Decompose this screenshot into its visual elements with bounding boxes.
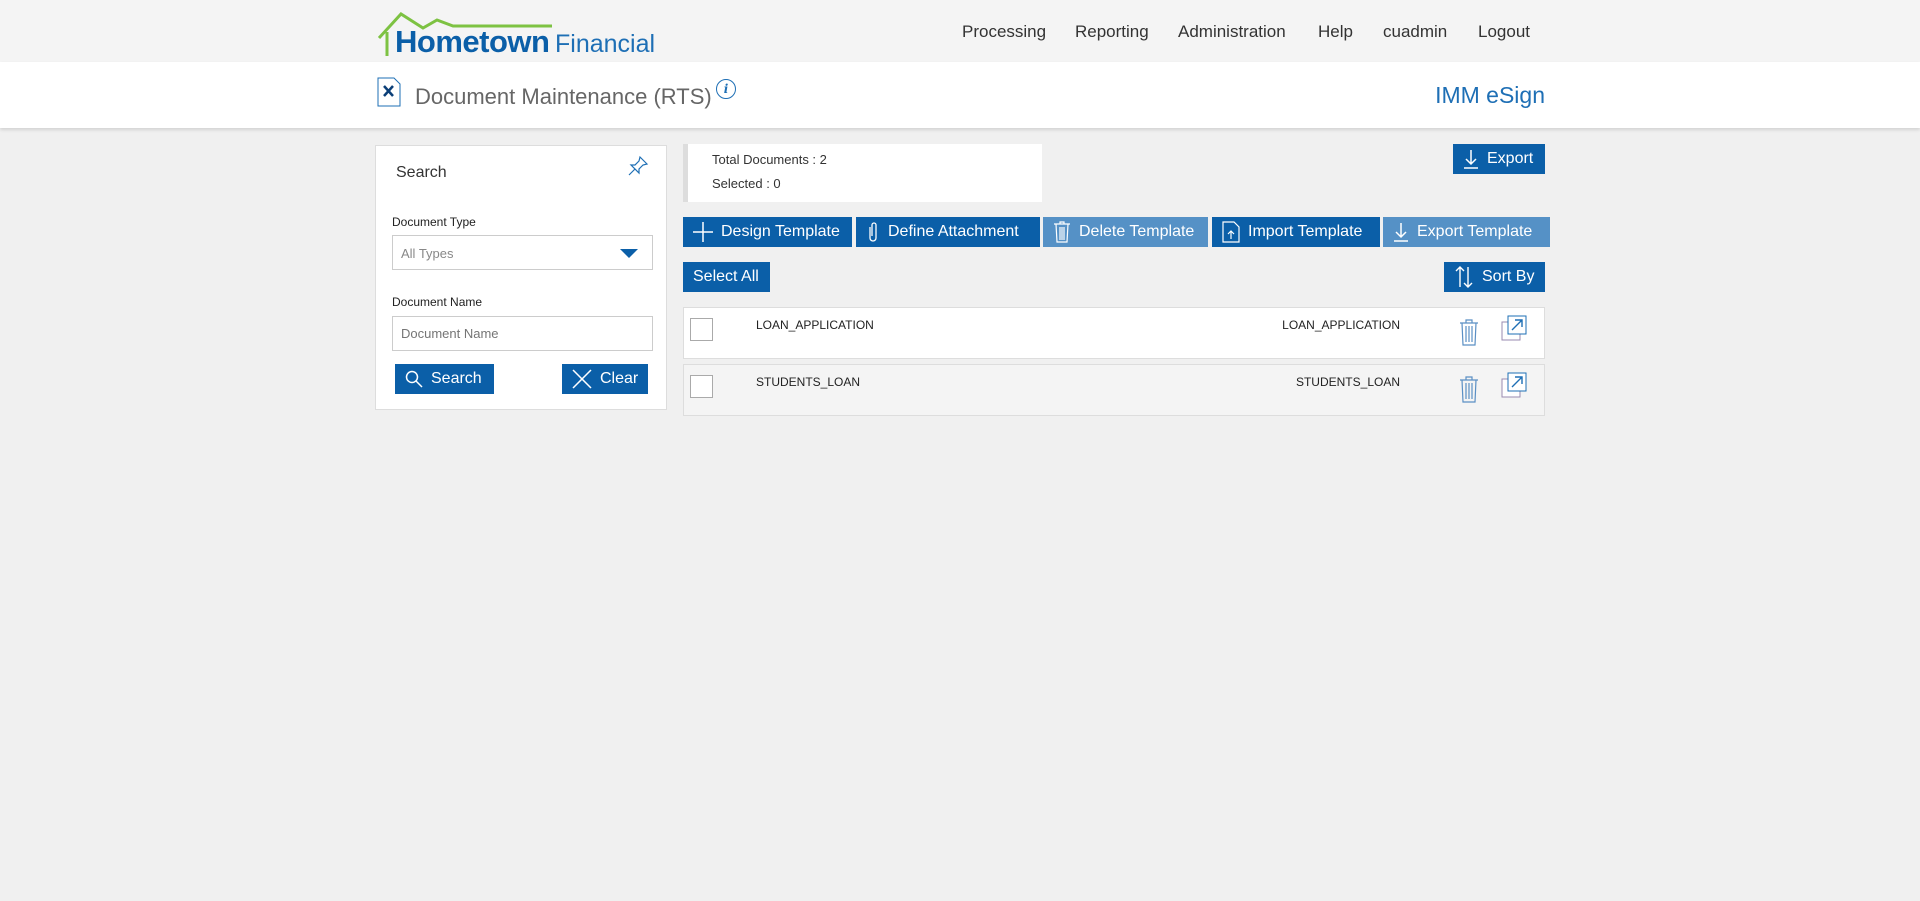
document-name-input[interactable] [392, 316, 653, 351]
row-checkbox[interactable] [690, 375, 713, 398]
design-template-button[interactable]: Design Template [683, 217, 852, 247]
nav-administration[interactable]: Administration [1178, 22, 1286, 41]
file-upload-icon [1222, 221, 1240, 243]
export-template-button[interactable]: Export Template [1383, 217, 1550, 247]
nav-reporting[interactable]: Reporting [1075, 22, 1149, 41]
select-all-button[interactable]: Select All [683, 262, 770, 292]
document-name: LOAN_APPLICATION [756, 318, 874, 332]
clear-button[interactable]: Clear [562, 364, 648, 394]
document-type-value: All Types [401, 246, 454, 261]
define-attachment-button[interactable]: Define Attachment [856, 217, 1040, 247]
open-external-icon[interactable] [1500, 371, 1528, 399]
nav-help[interactable]: Help [1318, 22, 1353, 41]
info-icon[interactable]: i [716, 79, 736, 99]
close-icon [572, 369, 592, 389]
sort-by-label: Sort By [1482, 268, 1535, 285]
nav-processing[interactable]: Processing [962, 22, 1047, 41]
sort-icon [1455, 266, 1473, 288]
hometown-financial-logo[interactable]: Hometown Financial [377, 10, 655, 59]
nav-logout[interactable]: Logout [1478, 22, 1530, 41]
download-icon [1464, 150, 1478, 169]
document-type: STUDENTS_LOAN [1295, 375, 1400, 389]
import-template-label: Import Template [1248, 223, 1363, 240]
selected-count: Selected : 0 [712, 176, 781, 191]
trash-icon[interactable] [1458, 375, 1480, 403]
pin-icon[interactable] [626, 154, 650, 178]
title-bar [0, 62, 1920, 128]
trash-icon[interactable] [1458, 318, 1480, 346]
document-tools-icon [377, 77, 401, 107]
house-roof-icon [377, 12, 552, 56]
sort-by-button[interactable]: Sort By [1444, 262, 1545, 292]
plus-icon [693, 222, 713, 242]
define-attachment-label: Define Attachment [888, 223, 1019, 240]
document-type-label: Document Type [392, 215, 476, 229]
import-template-button[interactable]: Import Template [1212, 217, 1380, 247]
delete-template-button[interactable]: Delete Template [1043, 217, 1208, 247]
search-panel-title: Search [396, 164, 447, 181]
search-icon [405, 370, 423, 388]
paperclip-icon [869, 222, 877, 242]
document-type: LOAN_APPLICATION [1282, 318, 1400, 332]
total-documents: Total Documents : 2 [712, 152, 827, 167]
nav-user[interactable]: cuadmin [1383, 22, 1448, 41]
clear-button-label: Clear [600, 370, 639, 387]
search-button[interactable]: Search [395, 364, 494, 394]
summary-box: Total Documents : 2 Selected : 0 [683, 144, 1042, 202]
export-template-label: Export Template [1417, 223, 1533, 240]
document-type-select[interactable]: All Types [392, 235, 653, 270]
top-header: Hometown Financial Processing Reporting … [0, 0, 1920, 62]
page-title: Document Maintenance (RTS) [415, 84, 712, 109]
document-name: STUDENTS_LOAN [756, 375, 861, 389]
open-external-icon[interactable] [1500, 314, 1528, 342]
search-panel: Search Document Type All Types Document … [375, 145, 667, 410]
trash-icon [1054, 221, 1070, 243]
document-row[interactable]: LOAN_APPLICATION LOAN_APPLICATION [683, 307, 1545, 359]
export-label: Export [1487, 150, 1534, 167]
search-button-label: Search [431, 370, 482, 387]
download-icon [1394, 223, 1408, 242]
design-template-label: Design Template [721, 223, 840, 240]
delete-template-label: Delete Template [1079, 223, 1195, 240]
row-checkbox[interactable] [690, 318, 713, 341]
chevron-down-icon [620, 249, 638, 258]
export-button[interactable]: Export [1453, 144, 1545, 174]
document-row[interactable]: STUDENTS_LOAN STUDENTS_LOAN [683, 364, 1545, 416]
app-name: IMM eSign [1435, 82, 1545, 108]
document-name-label: Document Name [392, 295, 483, 309]
